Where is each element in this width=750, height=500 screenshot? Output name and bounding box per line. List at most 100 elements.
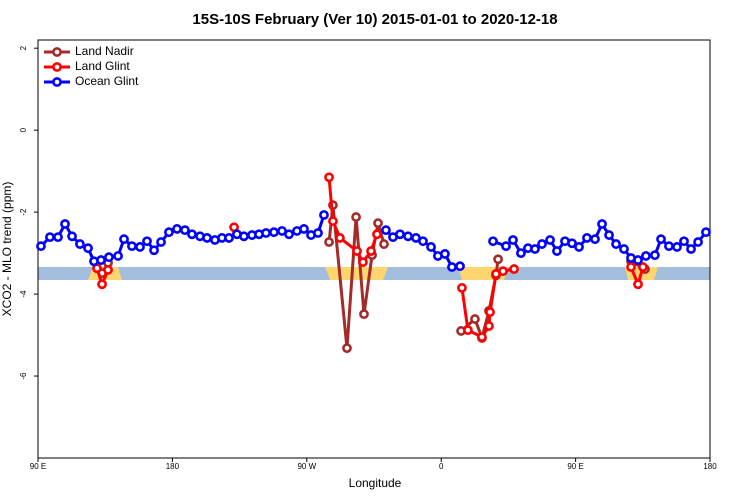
legend-label: Land Nadir (75, 44, 134, 58)
legend-marker (52, 62, 62, 72)
data-point (641, 251, 651, 261)
data-point (36, 241, 46, 252)
data-point (611, 239, 621, 249)
data-point (508, 235, 518, 245)
x-tick-label: 180 (166, 462, 180, 471)
data-point (693, 237, 703, 247)
legend-label: Ocean Glint (75, 74, 139, 88)
data-point (440, 249, 450, 259)
y-tick-label: 2 (19, 45, 28, 50)
legend-marker (52, 47, 62, 57)
data-point (284, 229, 294, 240)
data-point (261, 228, 271, 238)
data-point (224, 233, 234, 243)
x-axis-label: Longitude (349, 476, 402, 490)
data-point (335, 233, 345, 243)
data-point (60, 219, 70, 229)
y-tick-label: -6 (19, 372, 28, 380)
y-tick-label: -2 (19, 208, 28, 216)
data-point (488, 236, 498, 247)
x-tick-label: 90 E (30, 462, 46, 471)
data-point (582, 233, 592, 243)
data-point (135, 242, 145, 252)
data-point (119, 234, 129, 245)
data-point (97, 279, 107, 290)
y-tick-label: -4 (19, 290, 28, 298)
data-point (149, 245, 159, 256)
data-point (597, 219, 607, 229)
land-mask (38, 267, 710, 280)
data-point (202, 233, 212, 243)
legend-label: Land Glint (75, 59, 130, 73)
data-point (142, 236, 152, 247)
data-point (485, 307, 495, 318)
data-point (358, 257, 368, 268)
data-point (574, 242, 584, 252)
data-point (359, 309, 369, 320)
data-point (395, 229, 405, 240)
data-point (172, 224, 182, 234)
series (92, 172, 648, 343)
data-point (619, 244, 629, 254)
data-point (83, 243, 93, 254)
data-point (633, 255, 643, 265)
data-point (457, 283, 467, 293)
data-point (477, 332, 487, 343)
data-point (103, 264, 113, 275)
data-point (463, 325, 473, 336)
data-point (319, 210, 329, 220)
data-point (324, 237, 334, 247)
data-point (604, 230, 614, 240)
data-point (75, 239, 85, 249)
land-band (325, 267, 388, 280)
data-point (127, 241, 137, 252)
data-point (530, 244, 540, 254)
data-point (493, 254, 503, 265)
data-point (342, 343, 352, 354)
data-point (545, 235, 555, 245)
data-point (590, 234, 600, 245)
series (36, 210, 711, 272)
data-point (418, 236, 428, 247)
data-point (567, 238, 577, 249)
data-point (484, 321, 494, 331)
data-point (403, 231, 413, 242)
data-point (470, 314, 480, 324)
y-axis-label: XCO2 - MLO trend (ppm) (0, 182, 14, 317)
y-tick-label: 0 (19, 127, 28, 132)
data-point (701, 227, 711, 238)
data-point (328, 216, 338, 227)
data-point (313, 228, 323, 238)
data-point (96, 255, 106, 265)
data-point (366, 246, 376, 256)
data-point (672, 242, 682, 252)
data-point (633, 279, 643, 290)
data-point (679, 236, 689, 247)
data-point (113, 251, 123, 261)
data-point (656, 234, 666, 245)
data-point (379, 239, 389, 249)
data-point (501, 241, 511, 252)
data-point (164, 227, 174, 238)
x-tick-label: 180 (703, 462, 717, 471)
data-point (351, 212, 361, 222)
data-point (537, 239, 547, 249)
data-point (324, 172, 334, 183)
x-tick-label: 90 W (297, 462, 316, 471)
data-point (498, 266, 508, 277)
x-tick-label: 90 E (567, 462, 583, 471)
data-point (381, 225, 391, 236)
data-point (352, 246, 362, 256)
data-point (373, 218, 383, 229)
data-point (552, 246, 562, 256)
data-point (509, 264, 519, 274)
data-point (626, 262, 636, 272)
x-tick-label: 0 (439, 462, 444, 471)
data-point (67, 231, 77, 242)
data-point (269, 227, 279, 238)
data-point (45, 232, 55, 243)
series-line (39, 214, 326, 263)
data-point (455, 261, 465, 272)
legend-marker (52, 77, 62, 87)
